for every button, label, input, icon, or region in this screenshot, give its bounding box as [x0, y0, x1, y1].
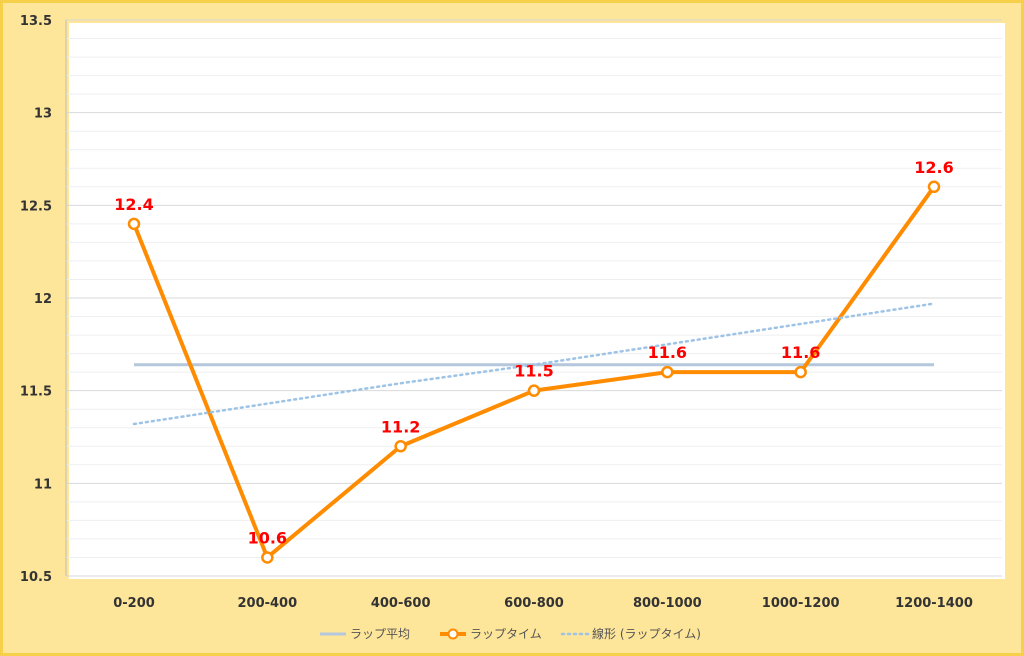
- y-tick-label: 12: [34, 292, 52, 307]
- lap-time-point: [661, 365, 674, 379]
- legend-label: ラップタイム: [470, 627, 542, 641]
- y-tick-label: 13: [34, 107, 52, 122]
- y-tick-label: 11: [34, 477, 52, 492]
- y-tick-label: 13.5: [20, 14, 52, 29]
- y-tick-label: 11.5: [20, 385, 52, 400]
- x-tick-label: 1200-1400: [895, 596, 973, 611]
- plot-area: [69, 23, 1005, 579]
- data-label: 12.6: [914, 158, 953, 177]
- legend-label: ラップ平均: [350, 627, 410, 641]
- x-tick-label: 600-800: [504, 596, 564, 611]
- data-label: 10.6: [248, 528, 287, 547]
- x-tick-label: 400-600: [371, 596, 431, 611]
- lap-time-point: [261, 551, 274, 564]
- data-labels: 12.4 10.6 11.2 11.5 11.6 11.6 12.6: [114, 158, 953, 548]
- data-label: 11.5: [514, 362, 553, 381]
- lap-time-point: [794, 365, 807, 379]
- legend-marker-laptime: [447, 628, 459, 640]
- data-label: 11.6: [648, 343, 687, 362]
- data-label: 11.2: [381, 417, 420, 436]
- x-tick-label: 1000-1200: [762, 596, 840, 611]
- y-tick-label: 12.5: [20, 199, 52, 214]
- legend: ラップ平均 ラップタイム 線形 (ラップタイム): [320, 626, 701, 641]
- data-label: 12.4: [114, 195, 153, 214]
- lap-time-point: [527, 384, 541, 397]
- data-label: 11.6: [781, 343, 820, 362]
- trendline: [132, 302, 936, 426]
- legend-label: 線形 (ラップタイム): [592, 626, 701, 641]
- lap-time-point: [927, 180, 941, 194]
- series: [127, 180, 941, 564]
- gridlines: [66, 19, 1002, 577]
- lap-time-point: [127, 217, 141, 231]
- axes: 10.5 11 11.5 12 12.5 13 13.5 0-200 200-400 400-60…: [20, 14, 973, 611]
- x-tick-label: 200-400: [237, 596, 297, 611]
- x-tick-label: 0-200: [113, 596, 155, 611]
- y-tick-label: 10.5: [20, 570, 52, 585]
- x-tick-label: 800-1000: [633, 596, 702, 611]
- lap-time-point: [394, 440, 407, 453]
